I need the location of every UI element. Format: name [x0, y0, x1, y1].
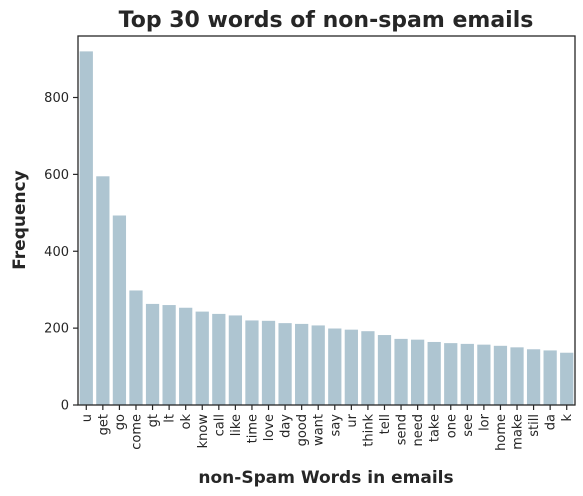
y-tick-label: 0 — [61, 399, 69, 414]
x-tick-label: da — [544, 414, 559, 430]
bar-say — [328, 328, 342, 405]
bar-send — [394, 338, 408, 405]
y-tick-label: 400 — [44, 245, 69, 260]
x-tick-label: want — [312, 414, 327, 446]
x-tick-label: time — [245, 414, 260, 443]
bar-need — [410, 339, 425, 405]
x-tick-label: say — [328, 414, 343, 437]
bar-take — [427, 341, 441, 405]
bar-still — [526, 349, 541, 405]
bar-come — [129, 290, 143, 405]
bar-ur — [344, 329, 358, 405]
x-tick-label: k — [560, 414, 575, 422]
bar-know — [195, 311, 209, 405]
y-axis-label: Frequency — [10, 170, 30, 270]
bar-get — [96, 176, 110, 405]
x-tick-label: tell — [378, 414, 393, 434]
bar-good — [295, 323, 309, 405]
chart-title: Top 30 words of non-spam emails — [119, 8, 534, 33]
plot-frame — [77, 35, 576, 406]
bar-think — [361, 331, 375, 405]
bar-love — [261, 320, 276, 405]
x-tick-label: good — [295, 414, 310, 446]
x-tick-label: ur — [345, 413, 360, 427]
x-tick-label: ok — [179, 414, 194, 430]
x-tick-label: call — [212, 414, 227, 436]
x-tick-label: make — [511, 414, 526, 450]
x-tick-label: need — [411, 414, 426, 447]
y-tick-label: 600 — [44, 168, 69, 183]
x-tick-label: u — [80, 414, 95, 422]
x-tick-label: one — [444, 414, 459, 438]
x-tick-label: day — [279, 414, 294, 438]
bar-home — [493, 345, 508, 405]
x-ticks-group: u get go come gt lt ok know call like time love day g… — [80, 405, 575, 451]
bar-want — [311, 325, 325, 405]
x-tick-label: go — [113, 414, 128, 430]
x-tick-label: still — [527, 414, 542, 437]
bar-call — [212, 313, 226, 405]
y-ticks-group: 0 200 400 600 800 — [44, 91, 78, 414]
y-tick-label: 800 — [44, 91, 69, 106]
bar-lor — [477, 344, 491, 405]
x-tick-label: like — [229, 414, 244, 436]
bar-ok — [179, 307, 193, 405]
bar-go — [112, 215, 127, 405]
bar-one — [444, 343, 458, 405]
x-tick-label: get — [96, 414, 111, 435]
bar-da — [543, 350, 557, 405]
x-tick-label: know — [196, 414, 211, 449]
bar-day — [278, 323, 292, 405]
bar-time — [245, 320, 259, 405]
x-tick-label: think — [361, 414, 376, 447]
x-tick-label: send — [395, 414, 410, 445]
x-axis-label: non-Spam Words in emails — [198, 468, 453, 488]
x-tick-label: home — [494, 414, 509, 451]
x-tick-label: lt — [163, 414, 178, 423]
x-tick-label: love — [262, 414, 277, 441]
bar-gt — [145, 303, 160, 405]
x-tick-label: see — [461, 414, 476, 437]
bar-like — [228, 315, 243, 405]
bar-tell — [377, 335, 392, 405]
x-tick-label: come — [129, 414, 144, 450]
y-tick-label: 200 — [44, 322, 69, 337]
x-tick-label: take — [428, 414, 443, 442]
x-tick-label: gt — [146, 414, 161, 427]
bar-see — [460, 343, 474, 405]
bars-group — [79, 51, 574, 406]
bar-k — [560, 352, 574, 405]
bar-lt — [162, 305, 176, 405]
bar-make — [510, 347, 524, 405]
x-tick-label: lor — [477, 413, 492, 431]
bar-u — [79, 51, 93, 406]
